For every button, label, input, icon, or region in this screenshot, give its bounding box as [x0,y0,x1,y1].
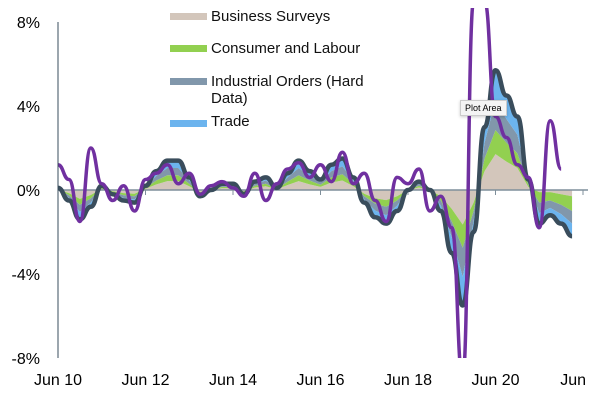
purple-line [58,8,563,358]
x-tick-label: Jun 16 [296,372,344,389]
x-tick-label: Jun 10 [34,372,82,389]
x-tick-label: Jun 18 [384,372,432,389]
y-tick-label: 8% [17,15,40,32]
legend-swatch [170,78,207,85]
legend-label: Trade [211,113,250,130]
y-tick-label: -8% [12,351,40,368]
x-tick-label: Jun 12 [121,372,169,389]
legend-label: Consumer and Labour [211,40,361,57]
x-tick-label: Jun 20 [471,372,519,389]
plot-area-tooltip: Plot Area [460,100,507,116]
x-tick-label: Jun [560,372,586,389]
legend-swatch [170,13,207,20]
y-tick-label: 0% [17,183,40,200]
y-tick-label: -4% [12,267,40,284]
x-tick-label: Jun 14 [209,372,257,389]
legend-swatch [170,120,207,127]
legend-label: Business Surveys [211,8,331,25]
legend-swatch [170,45,207,52]
composite-line [58,68,573,308]
legend-label: Industrial Orders (Hard Data) [211,73,364,107]
y-tick-label: 4% [17,99,40,116]
